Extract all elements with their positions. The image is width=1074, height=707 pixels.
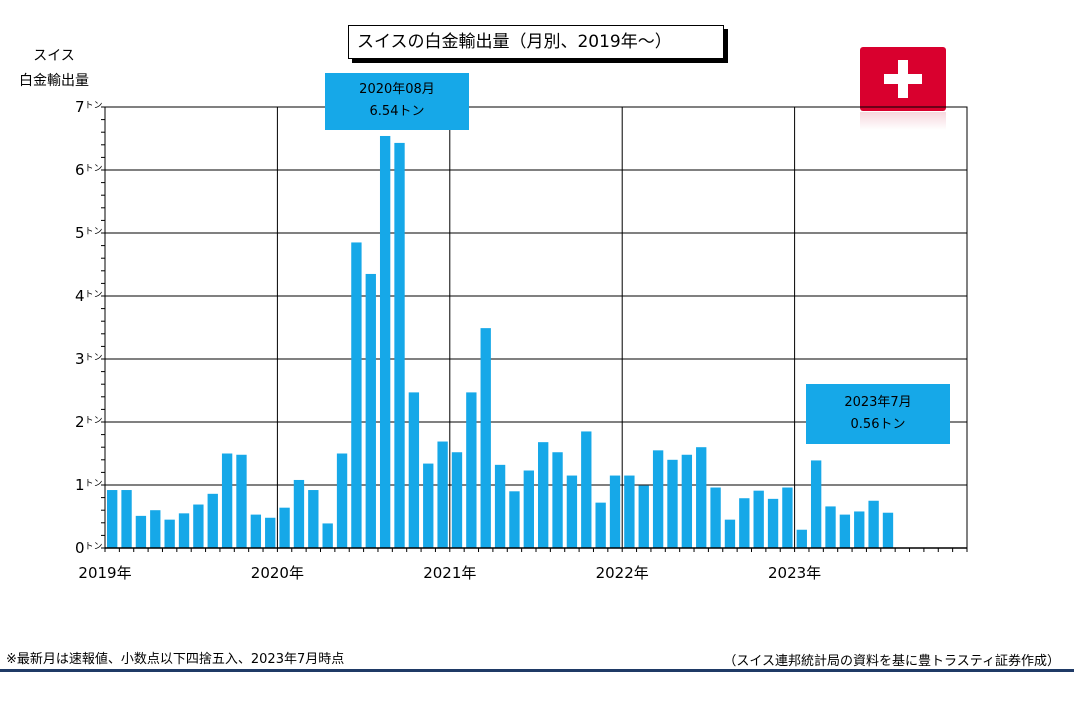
bar-2022-01	[624, 475, 635, 548]
callout-peak-date: 2020年08月	[359, 82, 435, 97]
bar-2021-10	[581, 431, 592, 548]
bar-2020-10	[408, 392, 420, 548]
bar-2022-07	[710, 487, 721, 548]
callout-latest-value: 0.56トン	[850, 417, 906, 432]
y-tick-label-0: 0トン	[75, 539, 103, 557]
bar-2019-04	[150, 510, 161, 548]
bar-2019-07	[193, 504, 204, 548]
bar-2023-06	[868, 500, 879, 548]
bar-2019-08	[207, 493, 218, 548]
source-note: （スイス連邦統計局の資料を基に豊トラスティ証券作成）	[723, 654, 1060, 669]
bar-2019-06	[178, 513, 190, 548]
y-axis-label-line-1: スイス	[33, 48, 75, 64]
bar-2021-12	[609, 475, 621, 548]
bar-2021-04	[494, 464, 506, 548]
bar-2021-08	[552, 452, 563, 548]
bar-2020-02	[293, 479, 305, 548]
bar-2019-05	[164, 519, 175, 548]
callout-peak-value: 6.54トン	[369, 104, 425, 119]
bar-2023-04	[839, 514, 851, 548]
bar-2022-03	[652, 450, 664, 548]
y-axis-label: スイス 白金輸出量	[12, 44, 96, 94]
bar-2019-02	[121, 490, 132, 548]
bar-2022-05	[681, 454, 693, 548]
bar-2020-12	[437, 441, 448, 548]
bar-2020-05	[336, 453, 348, 548]
flag-reflection	[860, 112, 946, 130]
y-tick-label-2: 2トン	[75, 413, 103, 431]
bar-2022-12	[782, 487, 793, 548]
bar-2023-03	[825, 506, 836, 548]
bar-2020-08	[379, 135, 391, 549]
bar-2022-10	[753, 490, 764, 548]
footnote: ※最新月は速報値、小数点以下四捨五入、2023年7月時点	[6, 652, 345, 667]
x-year-label-0: 2019年	[78, 564, 131, 582]
callout-latest-date: 2023年7月	[844, 395, 912, 410]
bar-2019-03	[135, 515, 147, 548]
bar-2021-11	[595, 502, 606, 548]
bar-2019-09	[221, 453, 233, 548]
x-year-label-2: 2021年	[423, 564, 476, 582]
bar-2022-09	[739, 498, 750, 548]
chart-title: スイスの白金輸出量（月別、2019年～）	[348, 25, 724, 59]
bar-2022-08	[724, 519, 736, 548]
bar-2022-04	[667, 459, 678, 548]
bar-2019-11	[250, 514, 262, 548]
bar-2020-09	[394, 142, 405, 548]
swiss-flag-icon	[860, 47, 946, 111]
bar-2021-05	[509, 491, 520, 548]
bar-2021-02	[466, 392, 477, 548]
bar-2019-10	[236, 454, 247, 548]
x-year-label-1: 2020年	[251, 564, 304, 582]
bar-2021-06	[523, 470, 534, 548]
bar-2020-04	[322, 523, 333, 548]
bar-2019-01	[107, 490, 118, 548]
bar-2020-07	[365, 273, 376, 548]
bar-2022-02	[638, 485, 649, 548]
bar-2020-06	[351, 242, 362, 548]
x-year-label-3: 2022年	[596, 564, 649, 582]
bar-2020-11	[423, 463, 434, 548]
bar-2022-06	[696, 447, 707, 548]
bar-2022-11	[767, 498, 779, 548]
y-tick-label-7: 7トン	[75, 98, 103, 116]
plot-border	[104, 106, 968, 549]
y-tick-label-4: 4トン	[75, 287, 103, 305]
bar-2021-01	[451, 452, 463, 548]
y-tick-label-6: 6トン	[75, 161, 103, 179]
bar-2020-03	[308, 490, 319, 548]
bar-2023-05	[854, 511, 865, 548]
bar-2021-03	[480, 328, 491, 548]
y-tick-label-1: 1トン	[75, 476, 103, 494]
y-tick-label-5: 5トン	[75, 224, 103, 242]
y-axis-label-line-2: 白金輸出量	[19, 73, 89, 89]
x-year-label-4: 2023年	[768, 564, 821, 582]
flag-cross-vertical	[898, 60, 908, 98]
y-tick-label-3: 3トン	[75, 350, 103, 368]
bar-2019-12	[265, 517, 276, 548]
bar-2023-07	[882, 512, 894, 548]
bar-2023-02	[810, 460, 822, 548]
bar-2023-01	[796, 529, 807, 548]
bar-2021-09	[566, 475, 578, 548]
callout-latest: 2023年7月 0.56トン	[806, 384, 950, 444]
bottom-rule	[0, 669, 1074, 672]
bar-2020-01	[279, 507, 290, 548]
bar-2021-07	[538, 442, 549, 548]
callout-peak: 2020年08月 6.54トン	[325, 73, 469, 130]
